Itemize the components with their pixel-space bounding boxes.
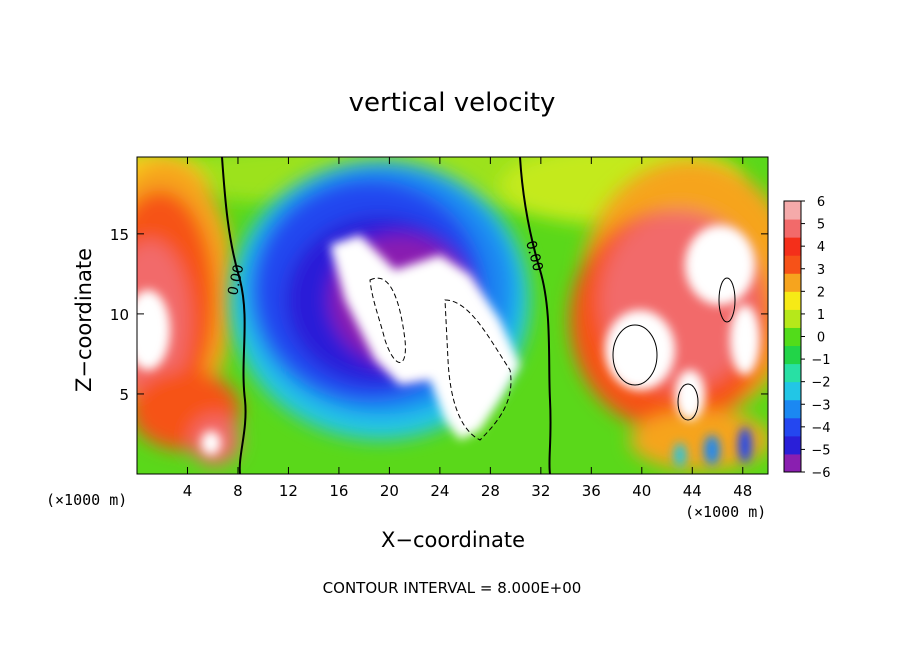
- y-axis-label: Z−coordinate: [72, 248, 96, 392]
- colorbar: 6 5 4 3 2 1 0 −1 −2 −3 −4 −5 −6: [783, 195, 831, 481]
- colorbar-tick-label: −1: [811, 353, 830, 368]
- colorbar-tick-label: 0: [817, 331, 825, 346]
- x-tick-label: 12: [279, 482, 298, 500]
- colorbar-swatch: [784, 399, 801, 419]
- y-tick-label: 10: [110, 306, 129, 324]
- colorbar-swatch: [784, 273, 801, 292]
- y-tick-label: 5: [119, 386, 129, 404]
- colorbar-tick-label: 4: [817, 240, 825, 255]
- y-tick-label: 15: [110, 226, 129, 244]
- contour-label-left: 0.00: [225, 263, 247, 297]
- left-updraft-core: [137, 290, 221, 455]
- colorbar-swatch: [784, 327, 801, 347]
- x-axis: 4 8 12 16 20 24 28 32 36 40 44 48: [183, 157, 752, 500]
- colorbar-swatch: [784, 201, 801, 220]
- heatmap-field: [137, 157, 768, 474]
- chart-title: vertical velocity: [348, 88, 556, 118]
- x-tick-label: 4: [183, 482, 193, 500]
- x-tick-label: 24: [430, 482, 449, 500]
- contour-interval-note: CONTOUR INTERVAL = 8.000E+00: [322, 579, 582, 597]
- colorbar-tick-label: 1: [817, 308, 825, 323]
- colorbar-swatch: [784, 453, 801, 473]
- x-unit-label-left: (×1000 m): [46, 491, 128, 509]
- colorbar-tick-label: 2: [817, 285, 825, 300]
- y-axis: 5 10 15: [110, 226, 768, 404]
- colorbar-tick-label: −5: [811, 443, 830, 458]
- x-unit-label-right: (×1000 m): [685, 503, 767, 521]
- x-tick-label: 32: [531, 482, 550, 500]
- central-downdraft-core: [330, 235, 520, 440]
- colorbar-tick-label: 3: [817, 263, 825, 278]
- colorbar-swatch: [784, 255, 801, 274]
- colorbar-tick-label: −2: [811, 376, 830, 391]
- plot-frame: [136, 156, 769, 475]
- x-tick-label: 16: [329, 482, 348, 500]
- zero-contour-left: [221, 157, 247, 474]
- colorbar-tick-label: −4: [811, 421, 830, 436]
- colorbar-swatch: [784, 219, 801, 238]
- solid-contour-2: [718, 277, 736, 323]
- x-tick-label: 28: [481, 482, 500, 500]
- x-tick-label: 44: [683, 482, 702, 500]
- colorbar-swatch: [784, 363, 801, 383]
- colorbar-swatch: [784, 309, 801, 328]
- dashed-contour-1: [369, 277, 406, 363]
- colorbar-tick-label: 5: [817, 218, 825, 233]
- colorbar-swatch: [784, 417, 801, 437]
- zero-contour-right: [519, 157, 552, 474]
- colorbar-swatch: [784, 435, 801, 455]
- x-tick-label: 8: [233, 482, 243, 500]
- colorbar-swatch: [784, 237, 801, 256]
- x-tick-label: 36: [582, 482, 601, 500]
- colorbar-tick-label: −6: [811, 466, 830, 481]
- x-tick-label: 40: [632, 482, 651, 500]
- x-axis-label: X−coordinate: [381, 528, 525, 552]
- colorbar-swatch: [784, 345, 801, 365]
- lower-right-downdrafts: [674, 427, 752, 467]
- colorbar-swatch: [784, 381, 801, 401]
- solid-contour-1: [612, 324, 658, 386]
- colorbar-tick-label: 6: [817, 195, 825, 210]
- x-tick-label: 20: [380, 482, 399, 500]
- contour-label-right: 0.00: [522, 239, 546, 273]
- x-tick-label: 48: [733, 482, 752, 500]
- solid-contour-3: [677, 383, 699, 421]
- colorbar-tick-label: −3: [811, 398, 830, 413]
- dashed-contour-2: [444, 299, 512, 441]
- colorbar-swatch: [784, 291, 801, 310]
